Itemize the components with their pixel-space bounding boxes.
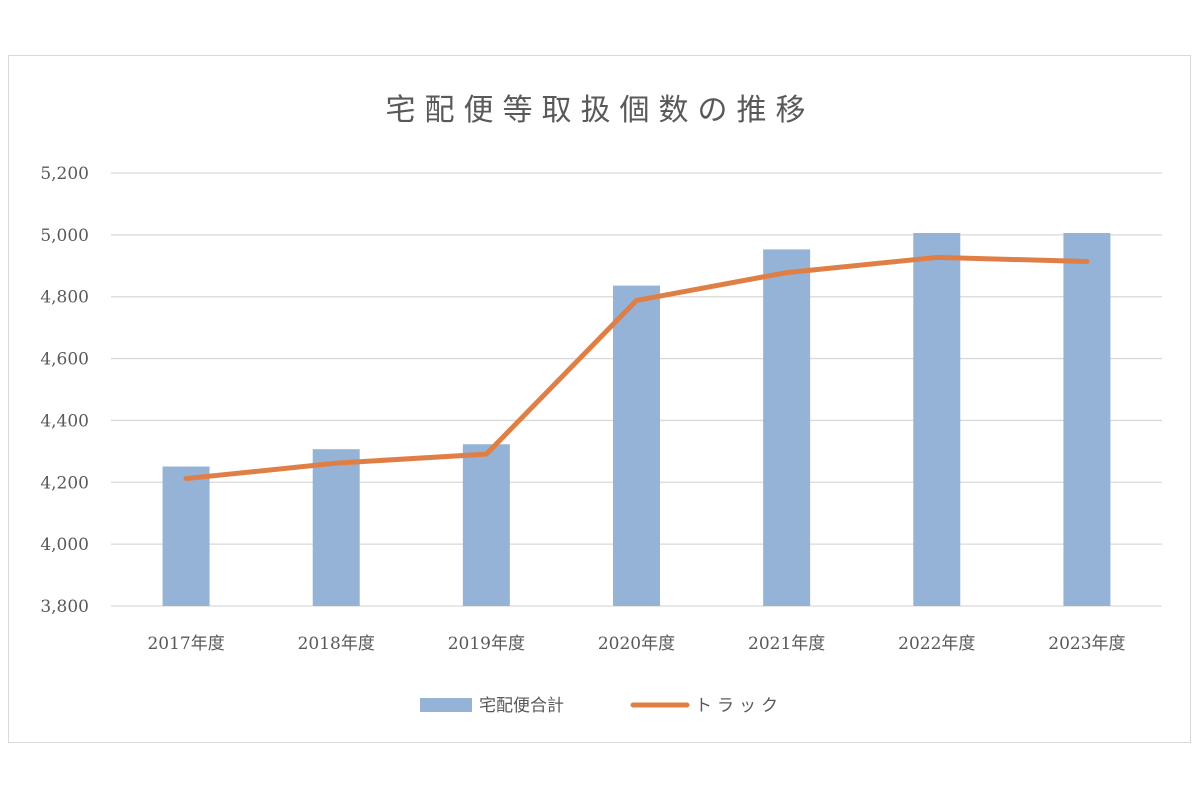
y-tick-label: 5,000: [40, 226, 89, 246]
legend-swatch-bar: [420, 698, 472, 712]
chart-svg: 宅配便等取扱個数の推移 3,800 4,000 4,200 4,400 4,600 4,8…: [40, 93, 1162, 716]
x-tick-label: 2022年度: [898, 634, 975, 654]
bar-2020年度: [613, 285, 660, 606]
x-tick-label: 2018年度: [298, 634, 375, 654]
y-tick-label: 5,200: [40, 164, 89, 184]
x-axis-tick-labels: 2017年度 2018年度 2019年度 2020年度 2021年度 2022年度 2023…: [147, 634, 1125, 654]
legend-label-bar: 宅配便合計: [479, 696, 564, 716]
bar-2019年度: [462, 444, 510, 606]
bar-2018年度: [312, 449, 360, 606]
chart-title: 宅配便等取扱個数の推移: [386, 93, 815, 128]
y-axis-tick-labels: 3,800 4,000 4,200 4,400 4,600 4,800 5,000 5,200: [40, 164, 89, 617]
y-tick-label: 4,000: [40, 535, 89, 555]
x-tick-label: 2020年度: [598, 634, 675, 654]
bar-2023年度: [1063, 233, 1111, 606]
x-tick-label: 2021年度: [748, 634, 825, 654]
legend-label-line: トラック: [695, 696, 783, 716]
x-tick-label: 2017年度: [147, 634, 224, 654]
bar-series: [162, 233, 1111, 607]
y-tick-label: 4,400: [40, 411, 89, 431]
line-series: [183, 254, 1090, 482]
bar-2022年度: [913, 233, 961, 606]
legend: 宅配便合計 トラック: [420, 696, 783, 716]
y-tick-label: 4,200: [40, 473, 89, 493]
bar-2017年度: [162, 466, 210, 606]
x-tick-label: 2019年度: [448, 634, 525, 654]
chart-frame: 宅配便等取扱個数の推移 3,800 4,000 4,200 4,400 4,600 4,8…: [8, 55, 1191, 743]
y-tick-label: 3,800: [40, 597, 89, 617]
y-tick-label: 4,600: [40, 350, 89, 370]
x-tick-label: 2023年度: [1048, 634, 1125, 654]
y-tick-label: 4,800: [40, 288, 89, 308]
bar-2021年度: [763, 249, 811, 607]
